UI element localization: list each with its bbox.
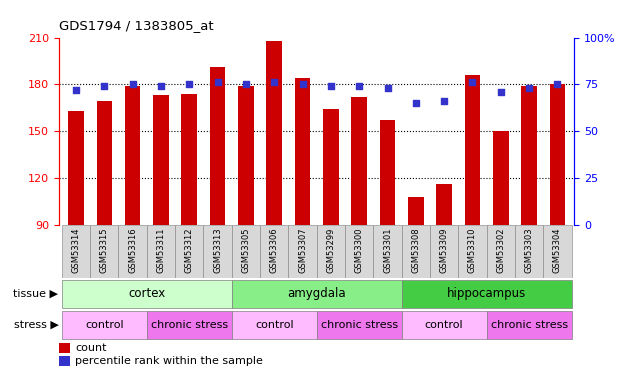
Bar (59, 356, 70, 366)
Bar (521, 86, 537, 225)
Bar (147, 225, 175, 278)
Text: GSM53308: GSM53308 (411, 228, 420, 273)
Bar (62, 311, 147, 339)
Bar (147, 311, 232, 339)
Bar (175, 225, 204, 278)
Bar (288, 225, 317, 278)
Bar (266, 40, 282, 225)
Bar (59, 343, 70, 353)
Text: GSM53313: GSM53313 (213, 228, 222, 273)
Point (241, 81, 251, 87)
Bar (90, 225, 119, 278)
Bar (515, 225, 543, 278)
Text: GSM53309: GSM53309 (440, 228, 448, 273)
Bar (125, 86, 140, 225)
Text: GSM53312: GSM53312 (185, 228, 194, 273)
Bar (458, 225, 487, 278)
Text: GSM53310: GSM53310 (468, 228, 477, 273)
Text: GSM53311: GSM53311 (156, 228, 165, 273)
Text: GSM53299: GSM53299 (327, 228, 335, 273)
Text: GSM53304: GSM53304 (553, 228, 562, 273)
Bar (232, 279, 402, 308)
Bar (543, 225, 571, 278)
Text: hippocampus: hippocampus (447, 287, 526, 300)
Point (156, 83, 166, 89)
Text: GSM53314: GSM53314 (71, 228, 81, 273)
Bar (232, 311, 317, 339)
Point (439, 98, 449, 104)
Bar (153, 95, 169, 225)
Point (553, 81, 563, 87)
Bar (181, 94, 197, 225)
Text: count: count (76, 343, 107, 353)
Text: control: control (85, 320, 124, 330)
Point (212, 80, 222, 86)
Point (496, 89, 505, 95)
Bar (487, 311, 571, 339)
Point (326, 83, 336, 89)
Text: GSM53305: GSM53305 (242, 228, 250, 273)
Text: control: control (255, 320, 294, 330)
Point (128, 81, 138, 87)
Bar (493, 131, 509, 225)
Point (71, 87, 81, 93)
Bar (465, 75, 480, 225)
Text: cortex: cortex (128, 287, 165, 300)
Bar (379, 120, 396, 225)
Bar (402, 225, 430, 278)
Text: percentile rank within the sample: percentile rank within the sample (76, 356, 263, 366)
Point (184, 81, 194, 87)
Text: GSM53300: GSM53300 (355, 228, 364, 273)
Bar (487, 225, 515, 278)
Bar (345, 225, 373, 278)
Bar (62, 279, 232, 308)
Text: chronic stress: chronic stress (320, 320, 398, 330)
Text: GSM53306: GSM53306 (270, 228, 279, 273)
Bar (351, 97, 367, 225)
Bar (373, 225, 402, 278)
Point (411, 100, 421, 106)
Point (524, 85, 534, 91)
Text: GSM53303: GSM53303 (525, 228, 533, 273)
Text: chronic stress: chronic stress (151, 320, 228, 330)
Bar (430, 225, 458, 278)
Bar (260, 225, 288, 278)
Bar (204, 225, 232, 278)
Bar (550, 84, 565, 225)
Text: stress ▶: stress ▶ (14, 320, 58, 330)
Text: chronic stress: chronic stress (491, 320, 568, 330)
Bar (402, 279, 571, 308)
Point (468, 80, 478, 86)
Text: GSM53302: GSM53302 (496, 228, 505, 273)
Bar (408, 197, 424, 225)
Text: GSM53301: GSM53301 (383, 228, 392, 273)
Bar (317, 311, 402, 339)
Text: amygdala: amygdala (288, 287, 346, 300)
Bar (323, 109, 338, 225)
Text: tissue ▶: tissue ▶ (14, 289, 58, 299)
Bar (402, 311, 487, 339)
Text: control: control (425, 320, 463, 330)
Point (354, 83, 364, 89)
Point (99, 83, 109, 89)
Text: GSM53315: GSM53315 (100, 228, 109, 273)
Bar (317, 225, 345, 278)
Point (383, 85, 392, 91)
Text: GSM53307: GSM53307 (298, 228, 307, 273)
Bar (238, 86, 254, 225)
Text: GSM53316: GSM53316 (128, 228, 137, 273)
Bar (62, 225, 90, 278)
Bar (232, 225, 260, 278)
Point (297, 81, 307, 87)
Bar (68, 111, 84, 225)
Point (270, 80, 279, 86)
Bar (119, 225, 147, 278)
Bar (437, 184, 452, 225)
Bar (210, 67, 225, 225)
Bar (96, 102, 112, 225)
Text: GDS1794 / 1383805_at: GDS1794 / 1383805_at (59, 19, 214, 32)
Bar (295, 78, 310, 225)
